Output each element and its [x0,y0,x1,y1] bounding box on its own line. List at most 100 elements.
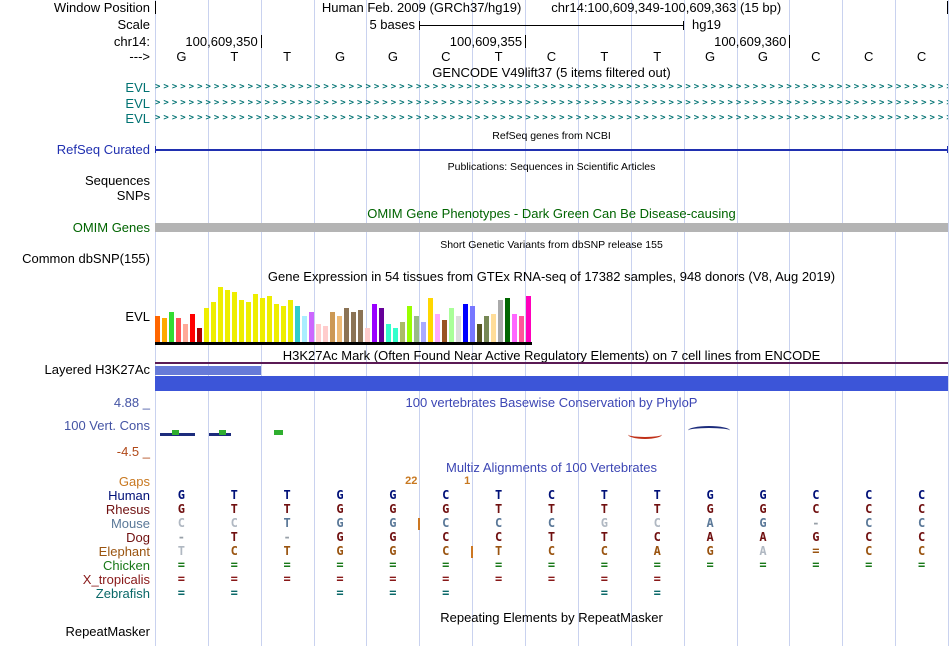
gtex-tissue-bar [407,306,412,342]
gtex-tissue-bar [316,324,321,342]
gtex-tissue-bar [435,314,440,342]
track-label-100-vert-cons[interactable]: 100 Vert. Cons [64,418,150,433]
species-label-elephant[interactable]: Elephant [98,544,150,559]
gtex-tissue-bar [330,312,335,342]
position-range: chr14:100,609,349-100,609,363 (15 bp) [551,0,782,15]
gtex-tissue-bar [526,296,531,342]
species-label-gaps[interactable]: Gaps [118,474,150,489]
alignment-base: = [442,572,450,586]
track-label-sequences[interactable]: Sequences [84,173,150,188]
gtex-tissue-bar [358,310,363,342]
alignment-base: T [230,488,238,502]
alignment-base: C [442,488,450,502]
h3k27ac-signal-full[interactable] [155,376,948,391]
gtex-tissue-bar [400,322,405,342]
coordinate-tick [525,35,527,48]
chromosome-label: chr14: [113,34,150,49]
strand-direction-label: ---> [129,49,150,64]
gtex-tissue-bar [470,306,475,342]
gtex-tissue-bar [344,308,349,342]
scale-assembly: hg19 [692,17,721,32]
track-label-omim-genes[interactable]: OMIM Genes [72,220,150,235]
alignment-base: A [706,516,714,530]
gtex-tissue-bar [477,324,482,342]
alignment-base: = [653,586,661,600]
alignment-base: G [336,488,344,502]
alignment-base: C [917,488,926,502]
insertion-marker [471,546,474,558]
gtex-tissue-bar [260,298,265,342]
gtex-tissue-bar [421,322,426,342]
alignment-base: = [283,572,291,586]
sequence-base: C [441,49,451,64]
species-label-dog[interactable]: Dog [126,530,150,545]
h3k27ac-signal-partial[interactable] [155,366,261,375]
alignment-base: C [865,502,873,516]
alignment-base: A [759,530,767,544]
omim-gene-bar[interactable] [155,223,948,232]
alignment-base: T [495,502,503,516]
gene-label-evl[interactable]: EVL [125,96,150,111]
alignment-base: A [759,544,767,558]
sequence-base: T [230,49,239,64]
refseq-gene-line[interactable] [155,149,948,151]
track-label-common-dbsnp[interactable]: Common dbSNP(155) [22,251,150,266]
alignment-base: G [336,544,344,558]
species-label-mouse[interactable]: Mouse [110,516,150,531]
gtex-tissue-bar [281,306,286,342]
gtex-tissue-bar [372,304,377,342]
gene-label-evl[interactable]: EVL [125,80,150,95]
alignment-base: - [177,530,186,544]
alignment-base: G [389,488,397,502]
base-gridline [313,0,315,646]
track-title-h3k27ac: H3K27Ac Mark (Often Found Near Active Re… [282,348,821,363]
gtex-tissue-bar [484,316,489,342]
refseq-right-tick [947,146,948,153]
gtex-tissue-bar [491,314,496,342]
track-title-dbsnp: Short Genetic Variants from dbSNP releas… [440,239,663,251]
species-label-zebrafish[interactable]: Zebrafish [95,586,150,601]
alignment-base: = [177,572,186,586]
track-label-snps[interactable]: SNPs [116,188,150,203]
gtex-expression-bars[interactable] [155,286,533,342]
species-label-x-tropicalis[interactable]: X_tropicalis [82,572,150,587]
track-label-refseq-curated[interactable]: RefSeq Curated [56,142,150,157]
gtex-tissue-bar [295,306,300,342]
track-label-gtex-gene[interactable]: EVL [125,309,150,324]
alignment-base: G [600,516,608,530]
gene-strand-arrows[interactable]: >>>>>>>>>>>>>>>>>>>>>>>>>>>>>>>>>>>>>>>>… [155,113,948,123]
insertion-marker [418,518,421,530]
track-label-repeatmasker[interactable]: RepeatMasker [65,624,150,639]
gtex-tissue-bar [204,308,209,342]
gene-label-evl[interactable]: EVL [125,111,150,126]
alignment-base: G [759,516,767,530]
track-title-repeatmasker: Repeating Elements by RepeatMasker [440,610,663,625]
base-gridline [736,0,738,646]
track-label-layered-h3k27ac[interactable]: Layered H3K27Ac [44,362,150,377]
gtex-tissue-bar [183,324,188,342]
species-label-chicken[interactable]: Chicken [103,558,150,573]
alignment-base: T [600,502,608,516]
alignment-base: G [759,488,767,502]
alignment-base: A [653,544,661,558]
alignment-base: = [283,558,291,572]
alignment-base: C [865,488,873,502]
alignment-base: C [495,530,503,544]
alignment-base: C [653,530,661,544]
alignment-base: C [865,530,873,544]
species-label-rhesus[interactable]: Rhesus [105,502,150,517]
alignment-base: C [812,488,820,502]
alignment-base: C [442,530,450,544]
gene-strand-arrows[interactable]: >>>>>>>>>>>>>>>>>>>>>>>>>>>>>>>>>>>>>>>>… [155,98,948,108]
gtex-tissue-bar [176,318,181,342]
alignment-base: G [706,488,714,502]
gtex-tissue-bar [302,316,307,342]
gene-strand-arrows[interactable]: >>>>>>>>>>>>>>>>>>>>>>>>>>>>>>>>>>>>>>>>… [155,82,948,92]
alignment-base: = [442,586,450,600]
alignment-base: C [917,544,926,558]
window-right-tick [947,1,948,14]
species-label-human[interactable]: Human [108,488,150,503]
alignment-base: T [495,544,503,558]
alignment-base: C [917,530,926,544]
alignment-base: = [812,558,820,572]
